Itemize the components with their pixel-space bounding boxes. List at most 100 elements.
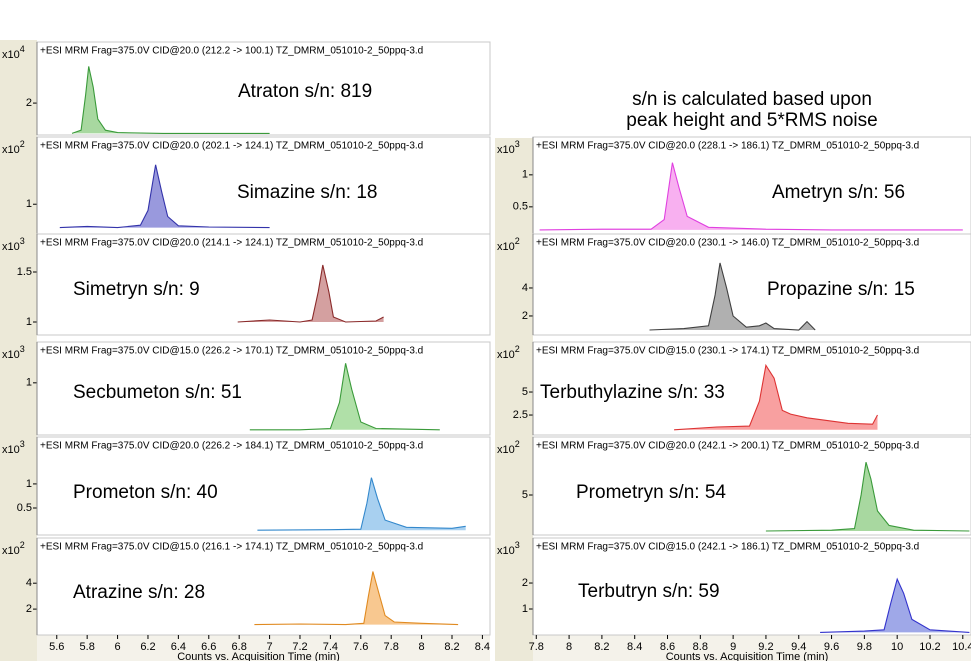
panel-header: +ESI MRM Frag=375.0V CID@20.0 (226.2 -> … — [40, 441, 423, 452]
compound-label: Propazine s/n: 15 — [767, 279, 915, 300]
trace-line — [71, 66, 270, 134]
x-tick-label: 10.2 — [919, 641, 940, 653]
peak-area — [72, 66, 270, 134]
trace-line — [59, 164, 270, 229]
compound-label: Prometryn s/n: 54 — [576, 482, 726, 503]
compound-label: Prometon s/n: 40 — [73, 482, 218, 503]
y-multiplier: x103 — [2, 344, 25, 361]
trace-line — [254, 571, 459, 626]
right-x-axis-area — [533, 635, 971, 661]
trace-line — [237, 264, 384, 323]
y-multiplier: x103 — [497, 139, 520, 156]
y-multiplier: x104 — [2, 44, 25, 61]
panel — [36, 136, 491, 236]
trace-line — [257, 477, 466, 531]
peak-area — [820, 579, 970, 633]
compound-label: Terbutryn s/n: 59 — [578, 581, 720, 602]
compound-label: Ametryn s/n: 56 — [772, 182, 905, 203]
x-tick-label: 9 — [730, 641, 736, 653]
trace-line — [820, 577, 970, 633]
peak-area — [59, 164, 270, 228]
x-tick-label: 6.4 — [171, 641, 186, 653]
y-multiplier: x102 — [497, 236, 520, 253]
x-tick-label: 7.4 — [323, 641, 338, 653]
y-multiplier: x103 — [2, 236, 25, 253]
x-tick-label: 8.6 — [660, 641, 675, 653]
y-tick-label: 1.5 — [17, 266, 32, 278]
y-multiplier-exponent: 3 — [20, 344, 25, 354]
y-multiplier-base: x10 — [497, 241, 515, 253]
x-tick-label: 6.8 — [232, 641, 247, 653]
y-multiplier-exponent: 3 — [515, 139, 520, 149]
note-line: peak height and 5*RMS noise — [626, 110, 877, 131]
y-multiplier: x102 — [497, 344, 520, 361]
y-tick-label: 1 — [26, 198, 32, 210]
y-multiplier: x102 — [2, 540, 25, 557]
panel — [36, 341, 491, 436]
y-multiplier-base: x10 — [497, 349, 515, 361]
x-tick-label: 7 — [267, 641, 273, 653]
panel-header: +ESI MRM Frag=375.0V CID@20.0 (228.1 -> … — [536, 141, 919, 152]
x-tick-label: 8.4 — [627, 641, 642, 653]
left-x-axis-area — [37, 635, 490, 661]
trace-line — [765, 462, 970, 532]
y-multiplier: x103 — [2, 439, 25, 456]
y-tick-label: 0.5 — [513, 201, 528, 213]
x-tick-label: 5.8 — [80, 641, 95, 653]
compound-label: Simazine s/n: 18 — [237, 182, 377, 203]
x-tick-label: 8.4 — [475, 641, 490, 653]
y-tick-label: 1 — [26, 377, 32, 389]
right-axis-strip — [495, 138, 533, 661]
trace-line — [249, 363, 440, 431]
compound-label: Atraton s/n: 819 — [238, 81, 372, 102]
panel-header: +ESI MRM Frag=375.0V CID@20.0 (212.2 -> … — [40, 46, 423, 57]
peak-area — [249, 363, 440, 430]
y-multiplier-exponent: 3 — [20, 236, 25, 246]
x-tick-label: 8.2 — [444, 641, 459, 653]
y-multiplier-base: x10 — [497, 144, 515, 156]
y-multiplier-base: x10 — [2, 49, 20, 61]
compound-label: Terbuthylazine s/n: 33 — [540, 382, 725, 403]
peak-area — [674, 365, 878, 430]
panel — [532, 136, 971, 236]
y-multiplier-exponent: 3 — [20, 439, 25, 449]
trace-line — [649, 262, 816, 331]
x-axis-label: Counts vs. Acquisition Time (min) — [666, 651, 829, 661]
y-tick-label: 5 — [522, 489, 528, 501]
y-multiplier: x103 — [497, 540, 520, 557]
x-tick-label: 10.4 — [952, 641, 971, 653]
y-tick-label: 1 — [26, 478, 32, 490]
y-tick-label: 2 — [522, 577, 528, 589]
x-tick-label: 9.8 — [857, 641, 872, 653]
x-tick-label: 8 — [419, 641, 425, 653]
x-tick-label: 9.6 — [824, 641, 839, 653]
trace-line — [539, 162, 963, 231]
y-multiplier-base: x10 — [497, 545, 515, 557]
y-multiplier-base: x10 — [2, 545, 20, 557]
x-tick-label: 7.8 — [384, 641, 399, 653]
x-tick-label: 8 — [566, 641, 572, 653]
x-tick-label: 9.2 — [758, 641, 773, 653]
y-tick-label: 4 — [522, 282, 528, 294]
y-tick-label: 2.5 — [513, 409, 528, 421]
panel — [532, 233, 971, 336]
panel-header: +ESI MRM Frag=375.0V CID@15.0 (226.2 -> … — [40, 346, 423, 357]
y-tick-label: 2 — [26, 97, 32, 109]
panel — [532, 436, 971, 536]
panel — [36, 537, 491, 636]
y-tick-label: 2 — [26, 603, 32, 615]
y-multiplier: x102 — [2, 139, 25, 156]
y-tick-label: 4 — [26, 577, 32, 589]
x-tick-label: 7.2 — [292, 641, 307, 653]
trace-line — [674, 363, 878, 431]
panel — [36, 41, 491, 136]
x-tick-label: 5.6 — [49, 641, 64, 653]
panel-header: +ESI MRM Frag=375.0V CID@20.0 (242.1 -> … — [536, 441, 919, 452]
y-multiplier-exponent: 2 — [515, 439, 520, 449]
y-multiplier-exponent: 3 — [515, 540, 520, 550]
compound-label: Secbumeton s/n: 51 — [73, 382, 242, 403]
y-multiplier-exponent: 2 — [515, 236, 520, 246]
y-tick-label: 1 — [522, 169, 528, 181]
panel-header: +ESI MRM Frag=375.0V CID@20.0 (214.1 -> … — [40, 238, 423, 249]
panel — [36, 436, 491, 536]
